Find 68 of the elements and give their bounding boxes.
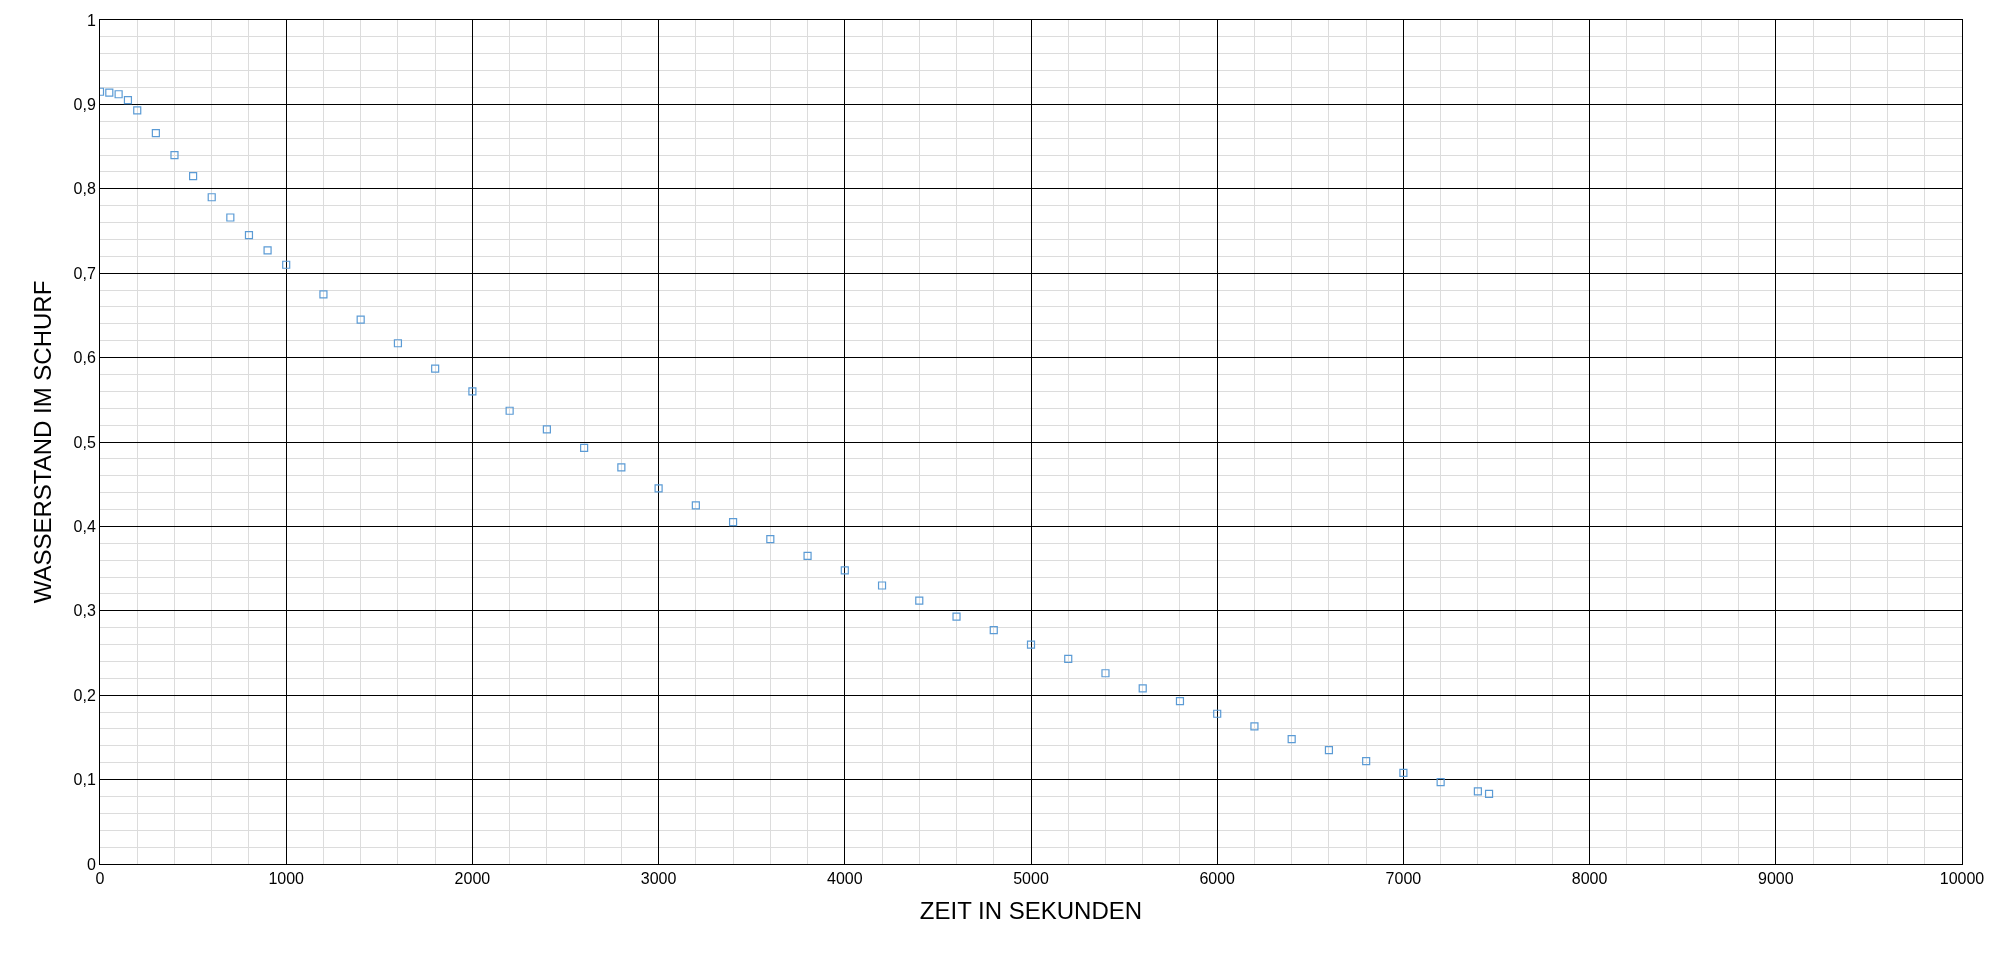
point [105,88,114,97]
point [654,484,663,493]
y-tick-label: 0,4 [73,518,96,535]
point [691,501,700,510]
point [189,172,198,181]
point [123,96,133,105]
y-tick-label: 0,8 [73,180,96,198]
x-tick-label: 1000 [268,870,305,888]
point [263,246,272,255]
point [226,213,235,222]
point [1399,768,1408,777]
y-tick-label: 0,7 [73,264,96,282]
point [244,231,254,240]
x-tick-label: 8000 [1571,870,1608,888]
point [114,90,123,99]
point [1213,709,1222,718]
point [1064,654,1073,664]
point [1026,640,1036,649]
point [1287,734,1296,744]
point [170,150,179,160]
point [1138,684,1147,693]
point [505,406,514,415]
point [1101,669,1110,678]
x-tick-label: 9000 [1758,870,1794,888]
x-tick-label: 7000 [1385,870,1422,888]
point [393,339,403,348]
x-tick-label: 5000 [1013,870,1049,888]
point [580,443,589,453]
point [282,260,291,269]
point [1250,722,1259,731]
x-tick-label: 4000 [827,870,863,888]
point [877,581,887,590]
point [1324,745,1334,755]
point [207,193,216,202]
y-tick-label: 1 [86,11,96,29]
y-tick-label: 0,6 [73,349,96,367]
point [1484,789,1494,799]
point [915,596,924,605]
y-tick-label: 0,2 [73,686,96,704]
point [151,129,160,138]
y-tick-label: 0,1 [73,771,96,789]
y-tick-label: 0,9 [73,96,96,113]
x-axis-title: ZEIT IN SEKUNDEN [919,896,1143,924]
point [1473,787,1482,796]
point [431,364,440,373]
x-tick-label: 2000 [454,870,491,888]
point [1175,697,1185,706]
y-tick-label: 0 [86,855,96,873]
y-axis-title: WASSERSTAND IM SCHURF [28,280,56,604]
x-tick-label: 3000 [640,870,677,888]
point [356,315,365,324]
point [952,612,961,621]
x-tick-label: 6000 [1199,870,1236,888]
point [1362,756,1371,766]
y-tick-label: 0,3 [73,602,96,620]
point [617,463,626,472]
point [1436,778,1445,787]
point [542,425,551,434]
y-tick-label: 0,5 [73,433,96,451]
point [803,551,812,561]
point [319,290,328,299]
point [989,626,998,635]
point [766,534,775,544]
point [840,566,849,575]
point [728,518,738,527]
point [133,106,142,115]
point [468,387,477,396]
x-tick-label: 10000 [1939,870,1985,888]
